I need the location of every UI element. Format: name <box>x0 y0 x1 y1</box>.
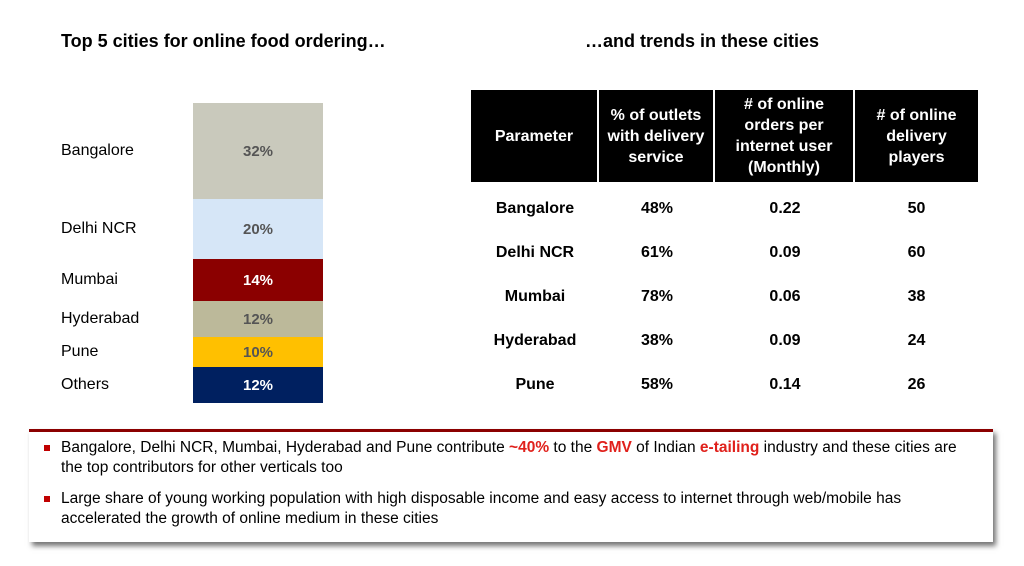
note-text: Bangalore, Delhi NCR, Mumbai, Hyderabad … <box>61 439 510 456</box>
bar-segment-delhi-ncr: 20% <box>193 199 323 259</box>
bar-value-label: 20% <box>242 220 274 238</box>
bar-value-label: 14% <box>242 271 274 289</box>
cell-players: 38 <box>907 288 926 305</box>
cell-outlets: 61% <box>640 244 674 261</box>
stacked-bar-chart: 32% Bangalore 20% Delhi NCR 14% Mumbai 12% Hyde… <box>55 103 335 403</box>
note-text: Large share of young working population … <box>61 490 902 527</box>
cell-city: Delhi NCR <box>495 244 575 261</box>
cell-players: 24 <box>907 332 926 349</box>
header-orders-per-user: # of online orders per internet user (Mo… <box>715 90 855 182</box>
square-bullet-icon <box>44 496 50 502</box>
highlighted-text: e-tailing <box>699 439 760 456</box>
cell-players: 50 <box>907 200 926 217</box>
header-parameter: Parameter <box>471 90 599 182</box>
left-title: Top 5 cities for online food ordering… <box>61 31 386 51</box>
cell-orders: 0.22 <box>769 200 801 217</box>
bar-value-label: 32% <box>242 142 274 160</box>
bar-segment-mumbai: 14% <box>193 259 323 301</box>
square-bullet-icon <box>44 445 50 451</box>
cell-orders: 0.06 <box>769 288 801 305</box>
cell-orders: 0.09 <box>769 332 801 349</box>
header-outlets-delivery: % of outlets with delivery service <box>599 90 715 182</box>
note-text: to the <box>549 439 597 456</box>
trends-table: Parameter % of outlets with delivery ser… <box>471 90 978 407</box>
cell-city: Mumbai <box>504 288 566 305</box>
category-label: Bangalore <box>61 142 134 159</box>
cell-outlets: 58% <box>640 376 674 393</box>
cell-outlets: 48% <box>640 200 674 217</box>
table-row: Delhi NCR 61% 0.09 60 <box>471 231 978 275</box>
bar-value-label: 12% <box>242 376 274 394</box>
key-insights-box: Bangalore, Delhi NCR, Mumbai, Hyderabad … <box>29 429 993 542</box>
bar-value-label: 12% <box>242 310 274 328</box>
cell-city: Hyderabad <box>493 332 577 349</box>
cell-city: Bangalore <box>495 200 575 217</box>
note-text: industry and these cities are the top co… <box>61 439 957 476</box>
insight-note: Bangalore, Delhi NCR, Mumbai, Hyderabad … <box>41 438 981 478</box>
bar-segment-others: 12% <box>193 367 323 403</box>
category-label: Hyderabad <box>61 310 140 327</box>
cell-city: Pune <box>515 376 555 393</box>
category-label: Delhi NCR <box>61 220 137 237</box>
table-row: Mumbai 78% 0.06 38 <box>471 275 978 319</box>
bar-segment-bangalore: 32% <box>193 103 323 199</box>
table-row: Hyderabad 38% 0.09 24 <box>471 319 978 363</box>
highlighted-text: ~40% <box>509 439 550 456</box>
cell-players: 60 <box>907 244 926 261</box>
highlighted-text: GMV <box>596 439 632 456</box>
category-label: Pune <box>61 343 99 360</box>
bar-segment-hyderabad: 12% <box>193 301 323 337</box>
note-text: of Indian <box>631 439 700 456</box>
cell-orders: 0.09 <box>769 244 801 261</box>
bar-value-label: 10% <box>242 343 274 361</box>
cell-players: 26 <box>907 376 926 393</box>
right-title: …and trends in these cities <box>585 31 820 51</box>
table-header-row: Parameter % of outlets with delivery ser… <box>471 90 978 182</box>
table-row: Bangalore 48% 0.22 50 <box>471 182 978 231</box>
header-delivery-players: # of online delivery players <box>855 90 978 182</box>
cell-outlets: 38% <box>640 332 674 349</box>
table-row: Pune 58% 0.14 26 <box>471 363 978 407</box>
cell-orders: 0.14 <box>769 376 801 393</box>
category-label: Mumbai <box>61 271 118 288</box>
cell-outlets: 78% <box>640 288 674 305</box>
category-label: Others <box>61 376 110 393</box>
insight-note: Large share of young working population … <box>41 489 981 529</box>
bar-segment-pune: 10% <box>193 337 323 367</box>
